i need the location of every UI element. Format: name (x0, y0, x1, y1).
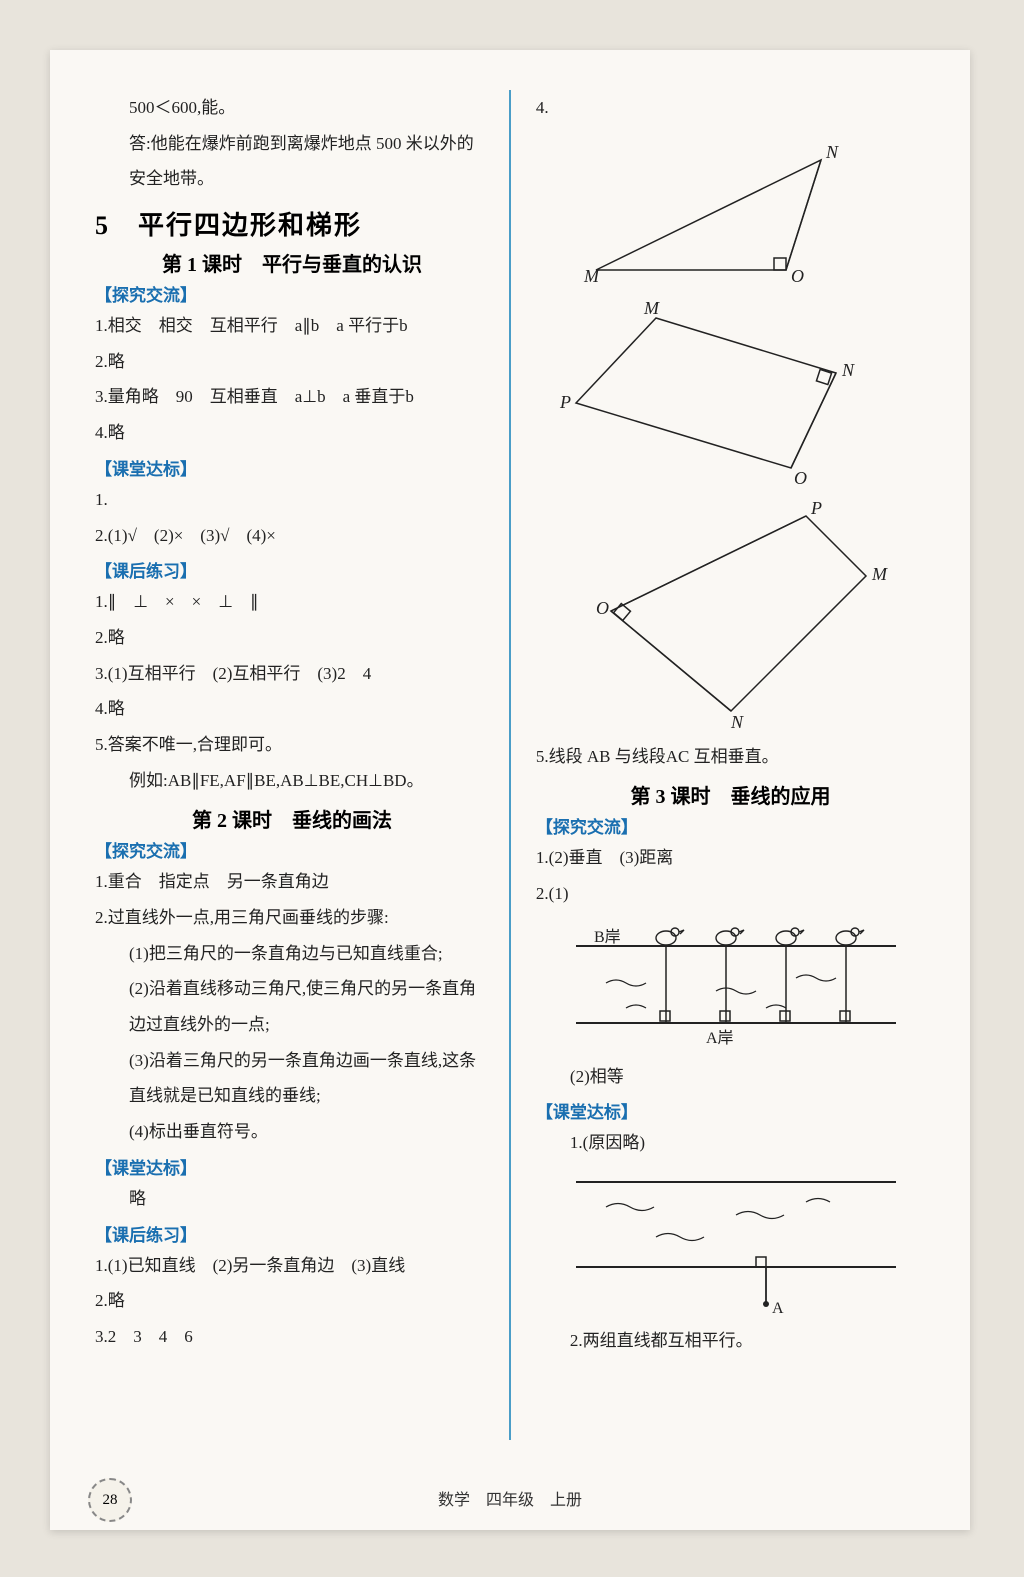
lesson-title: 第 2 课时 垂线的画法 (95, 804, 489, 833)
answer-line: 2.过直线外一点,用三角尺画垂线的步骤: (95, 900, 489, 936)
answer-line: 3.量角略 90 互相垂直 a⊥b a 垂直于b (95, 379, 489, 415)
two-column-layout: 500＜600,能。 答:他能在爆炸前跑到离爆炸地点 500 米以外的 安全地带… (95, 90, 925, 1440)
answer-line: 3.2 3 4 6 (95, 1319, 489, 1355)
section-explore: 【探究交流】 (95, 281, 489, 306)
answer-line: (3)沿着三角尺的另一条直角边画一条直线,这条 (95, 1043, 489, 1079)
answer-line: (2)沿着直线移动三角尺,使三角尺的另一条直角 (95, 971, 489, 1007)
section-class: 【课堂达标】 (95, 455, 489, 480)
answer-line: 3.(1)互相平行 (2)互相平行 (3)2 4 (95, 656, 489, 692)
point-label-o: O (791, 266, 804, 286)
point-label-m: M (583, 266, 600, 286)
point-label-n: N (730, 712, 744, 731)
geometry-diagram-3: P M O N (536, 496, 925, 731)
answer-line: 边过直线外的一点; (95, 1007, 489, 1043)
bank-a-label: A岸 (706, 1029, 734, 1047)
answer-line: 2.略 (95, 1283, 489, 1319)
answer-line: (4)标出垂直符号。 (95, 1114, 489, 1150)
geometry-diagram-1: M N O (536, 130, 925, 290)
text-line: 500＜600,能。 (95, 90, 489, 126)
right-column: 4. M N O (516, 90, 925, 1440)
lesson-title: 第 3 课时 垂线的应用 (536, 780, 925, 809)
point-label-n: N (841, 360, 855, 380)
answer-line: 2.略 (95, 344, 489, 380)
answer-line: (1)把三角尺的一条直角边与已知直线重合; (95, 936, 489, 972)
answer-line: 4.略 (95, 415, 489, 451)
answer-line: 1.重合 指定点 另一条直角边 (95, 864, 489, 900)
answer-line: 5.线段 AB 与线段AC 互相垂直。 (536, 739, 925, 775)
section-after: 【课后练习】 (95, 1221, 489, 1246)
page-footer: 数学 四年级 上册 (50, 1486, 970, 1510)
section-after: 【课后练习】 (95, 557, 489, 582)
point-label-m: M (871, 564, 888, 584)
answer-line: 2.(1)√ (2)× (3)√ (4)× (95, 518, 489, 554)
answer-line: 1.∥ ⊥ × × ⊥ ∥ (95, 584, 489, 620)
column-divider (509, 90, 511, 1440)
answer-line: 直线就是已知直线的垂线; (95, 1078, 489, 1114)
answer-line: 1. (95, 482, 489, 518)
point-label-p: P (559, 392, 571, 412)
answer-line: 2.(1) (536, 876, 925, 912)
page-container: 500＜600,能。 答:他能在爆炸前跑到离爆炸地点 500 米以外的 安全地带… (50, 50, 970, 1530)
point-label-p: P (810, 498, 822, 518)
answer-line: 1.相交 相交 互相平行 a∥b a 平行于b (95, 308, 489, 344)
question-number: 4. (536, 90, 925, 126)
answer-line: 2.略 (95, 620, 489, 656)
point-a-label: A (772, 1300, 784, 1317)
bank-b-label: B岸 (594, 928, 621, 946)
point-label-o: O (596, 598, 609, 618)
page-number: 28 (103, 1492, 118, 1509)
point-label-n: N (825, 142, 839, 162)
answer-line: 1.(1)已知直线 (2)另一条直角边 (3)直线 (95, 1248, 489, 1284)
point-label-o: O (794, 468, 807, 488)
text-line: 答:他能在爆炸前跑到离爆炸地点 500 米以外的 (95, 126, 489, 162)
answer-line: 1.(2)垂直 (3)距离 (536, 840, 925, 876)
section-explore: 【探究交流】 (95, 837, 489, 862)
chapter-title: 5 平行四边形和梯形 (95, 205, 489, 242)
answer-line: 1.(原因略) (536, 1125, 925, 1161)
section-class: 【课堂达标】 (536, 1098, 925, 1123)
page-number-badge: 28 (88, 1478, 132, 1522)
answer-line: 略 (95, 1181, 489, 1217)
section-explore: 【探究交流】 (536, 813, 925, 838)
text-line: 安全地带。 (95, 161, 489, 197)
answer-line: 例如:AB∥FE,AF∥BE,AB⊥BE,CH⊥BD。 (95, 763, 489, 799)
point-label-m: M (643, 298, 660, 318)
lesson-title: 第 1 课时 平行与垂直的认识 (95, 248, 489, 277)
river-diagram: B岸 A岸 (566, 918, 925, 1053)
river-diagram-2: A (566, 1167, 925, 1317)
section-class: 【课堂达标】 (95, 1154, 489, 1179)
answer-line: 4.略 (95, 691, 489, 727)
geometry-diagram-2: M N O P (536, 298, 925, 488)
answer-line: 2.两组直线都互相平行。 (536, 1323, 925, 1359)
left-column: 500＜600,能。 答:他能在爆炸前跑到离爆炸地点 500 米以外的 安全地带… (95, 90, 504, 1440)
answer-line: 5.答案不唯一,合理即可。 (95, 727, 489, 763)
answer-line: (2)相等 (536, 1059, 925, 1095)
